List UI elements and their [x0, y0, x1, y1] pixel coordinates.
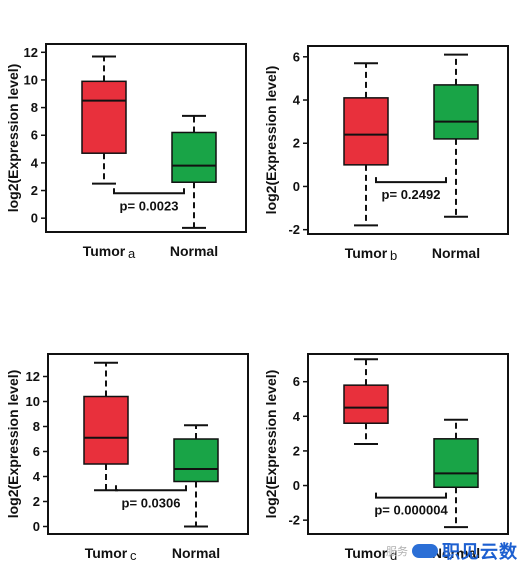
panel-d: -2 0 2 4 6 log2(Expression level) p= 0.000004 T…	[263, 353, 509, 563]
y-tick-label: 4	[293, 409, 301, 424]
box-iqr	[433, 438, 479, 489]
x-category-label-normal: Normal	[170, 243, 218, 259]
box-normal	[173, 424, 219, 528]
y-tick-label: 10	[24, 72, 38, 87]
y-tick-label: -2	[288, 513, 300, 528]
plot-frame	[47, 353, 249, 535]
box-normal	[433, 418, 479, 529]
y-tick-label: 12	[24, 45, 38, 60]
box-iqr	[171, 131, 217, 183]
y-tick-label: 12	[26, 369, 40, 384]
watermark-faint-text: 服务	[386, 545, 408, 558]
box-normal	[171, 114, 217, 229]
panel-letter: a	[128, 246, 136, 261]
box-iqr	[343, 97, 389, 166]
panel-letter: b	[390, 248, 397, 263]
y-axis-label: log2(Expression level)	[5, 64, 21, 213]
plot-frame	[45, 43, 247, 233]
y-tick-label: 0	[31, 211, 38, 226]
y-axis-label: log2(Expression level)	[5, 370, 21, 519]
y-tick-label: -2	[288, 222, 300, 237]
plot-frame	[307, 45, 509, 235]
y-axis-label: log2(Expression level)	[263, 370, 279, 519]
box-iqr	[343, 384, 389, 424]
panel-letter: d	[390, 548, 397, 563]
p-value-annotation: p= 0.0023	[120, 198, 179, 213]
y-tick-label: 4	[31, 155, 39, 170]
y-tick-label: 4	[293, 93, 301, 108]
x-category-label-normal: Normal	[432, 545, 480, 561]
y-tick-label: 10	[26, 394, 40, 409]
x-category-label-tumor: Tumor	[345, 545, 388, 561]
box-tumor	[343, 62, 389, 227]
box-iqr	[173, 438, 219, 483]
x-category-label-tumor: Tumor	[85, 545, 128, 561]
panel-letter: c	[130, 548, 137, 563]
p-value-annotation: p= 0.2492	[382, 187, 441, 202]
box-tumor	[81, 55, 127, 185]
y-tick-label: 6	[293, 374, 300, 389]
y-tick-label: 0	[33, 519, 40, 534]
y-tick-label: 2	[293, 443, 300, 458]
p-value-annotation: p= 0.0306	[122, 495, 181, 510]
watermark: 服务 职见云数	[386, 538, 518, 564]
p-value-annotation: p= 0.000004	[374, 503, 448, 518]
box-iqr	[81, 80, 127, 154]
box-iqr	[433, 84, 479, 140]
y-tick-label: 2	[293, 136, 300, 151]
plot-frame	[307, 353, 509, 535]
y-tick-label: 6	[31, 128, 38, 143]
y-tick-label: 2	[31, 183, 38, 198]
box-iqr	[83, 395, 129, 465]
significance-bracket	[115, 485, 187, 492]
box-tumor	[83, 361, 129, 492]
box-tumor	[343, 358, 389, 445]
y-tick-label: 6	[293, 49, 300, 64]
y-tick-label: 6	[33, 444, 40, 459]
panel-c: 0 2 4 6 8 10 12 log2(Expression level) p= 0.0306…	[5, 353, 249, 563]
y-axis-label: log2(Expression level)	[263, 66, 279, 215]
y-tick-label: 2	[33, 494, 40, 509]
significance-bracket	[113, 188, 185, 195]
x-category-label-tumor: Tumor	[83, 243, 126, 259]
y-tick-label: 8	[31, 100, 38, 115]
y-tick-label: 4	[33, 469, 41, 484]
panel-b: -2 0 2 4 6 log2(Expression level) p= 0.2492 Tum…	[263, 45, 509, 263]
significance-bracket	[375, 492, 447, 499]
x-category-label-tumor: Tumor	[345, 245, 388, 261]
watermark-brand-text: 职见云数	[442, 542, 518, 563]
y-tick-label: 0	[293, 478, 300, 493]
x-category-label-normal: Normal	[432, 245, 480, 261]
significance-bracket	[375, 177, 447, 184]
y-tick-label: 8	[33, 419, 40, 434]
watermark-logo-icon	[412, 544, 438, 558]
y-tick-label: 0	[293, 179, 300, 194]
x-category-label-normal: Normal	[172, 545, 220, 561]
box-normal	[433, 53, 479, 218]
